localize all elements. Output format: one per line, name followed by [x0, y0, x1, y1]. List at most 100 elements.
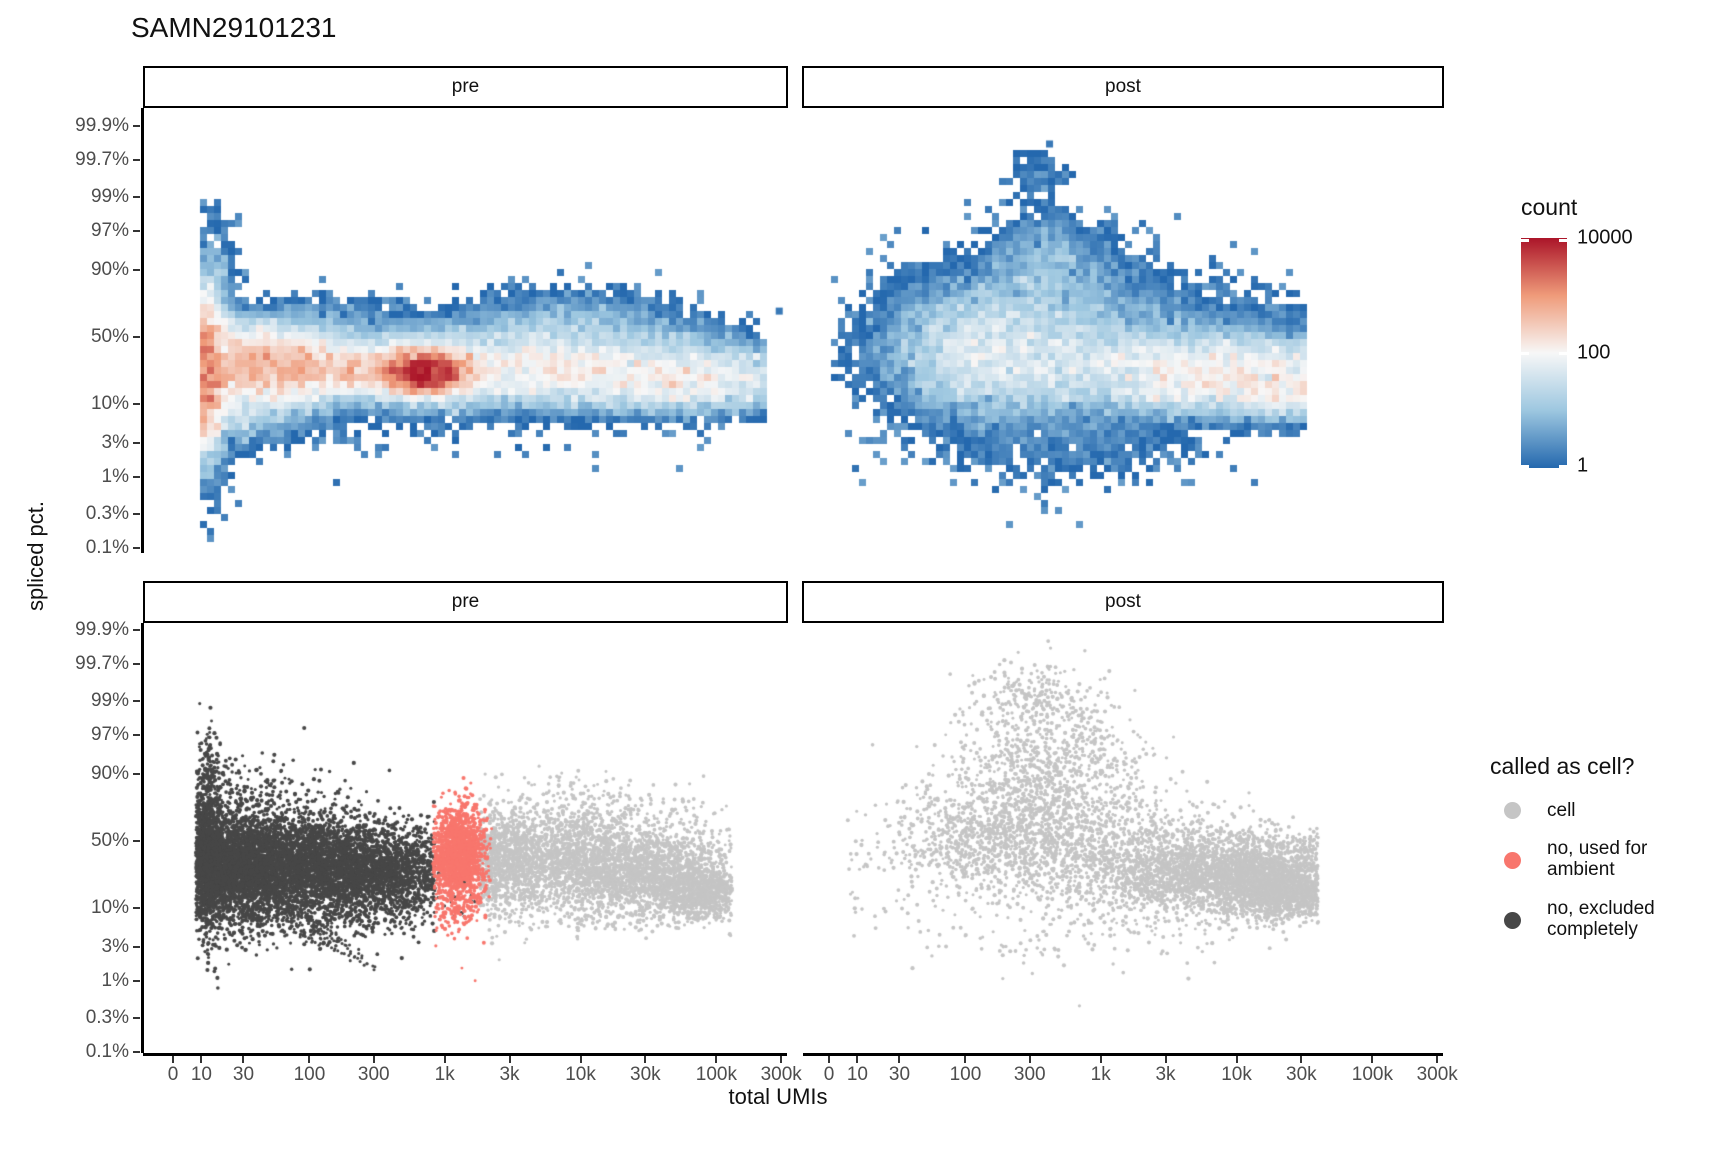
y-tick-label: 50%	[90, 830, 129, 851]
y-tick-label: 97%	[90, 723, 129, 745]
x-tick-label: 3k	[1155, 1064, 1176, 1085]
facet-strip-top-pre: pre	[143, 66, 788, 108]
y-tick-label: 99%	[90, 185, 129, 207]
cell-legend-title: called as cell?	[1490, 753, 1635, 779]
y-tick-label: 0.3%	[85, 1007, 129, 1029]
y-axis-line-top-row	[141, 108, 144, 553]
x-tick-mark	[200, 1056, 203, 1063]
x-tick-label: 100k	[1351, 1064, 1393, 1085]
x-tick-mark	[1099, 1056, 1102, 1063]
x-tick-mark	[964, 1056, 967, 1063]
y-tick-label: 10%	[90, 897, 129, 919]
y-tick-mark	[133, 1017, 140, 1020]
colorbar-tick-label: 1	[1577, 454, 1589, 477]
facet-strip-bottom-post: post	[802, 581, 1444, 623]
x-tick-label: 30k	[1286, 1064, 1317, 1085]
x-tick-label: 1k	[434, 1064, 455, 1085]
y-axis-line-bottom-row	[141, 623, 144, 1053]
y-tick-mark	[133, 229, 140, 232]
facet-strip-label: post	[1105, 76, 1141, 97]
y-tick-mark	[133, 336, 140, 338]
y-tick-mark	[133, 946, 140, 949]
page-title: SAMN29101231	[131, 12, 337, 43]
x-tick-label: 10	[846, 1064, 868, 1085]
y-tick-mark	[133, 547, 140, 549]
legend-dot	[1504, 852, 1521, 869]
legend-item-label: no, used for ambient	[1547, 838, 1648, 880]
x-tick-mark	[372, 1056, 375, 1063]
y-tick-mark	[133, 662, 140, 665]
y-tick-label: 0.1%	[85, 537, 129, 558]
y-tick-mark	[133, 195, 140, 198]
x-tick-mark	[508, 1056, 511, 1063]
x-tick-label: 10k	[565, 1064, 596, 1085]
colorbar-tick-mark	[1521, 465, 1529, 468]
facet-strip-label: pre	[451, 76, 480, 97]
colorbar-tick-mark	[1559, 465, 1567, 468]
colorbar-tick-label: 100	[1577, 341, 1611, 364]
y-tick-label: 99.9%	[75, 618, 129, 640]
y-tick-mark	[133, 158, 140, 161]
facet-strip-bottom-pre: pre	[143, 581, 788, 623]
x-tick-label: 300	[1013, 1064, 1046, 1085]
x-axis-title: total UMIs	[728, 1084, 828, 1109]
x-tick-mark	[443, 1056, 446, 1063]
x-tick-label: 100k	[695, 1064, 737, 1085]
colorbar-tick-mark	[1559, 352, 1567, 355]
x-tick-mark	[780, 1056, 783, 1063]
y-tick-label: 1%	[101, 466, 129, 488]
facet-strip-label: post	[1105, 591, 1141, 612]
y-tick-label: 50%	[90, 326, 129, 347]
y-tick-label: 3%	[101, 936, 129, 958]
y-tick-mark	[133, 772, 140, 775]
y-tick-mark	[133, 628, 140, 631]
x-tick-mark	[1436, 1056, 1439, 1063]
x-tick-label: 10	[190, 1064, 212, 1085]
x-axis-line-pre-panel	[143, 1053, 787, 1056]
y-tick-label: 99.7%	[75, 148, 129, 170]
x-tick-label: 300k	[760, 1064, 802, 1085]
y-tick-label: 3%	[101, 432, 129, 454]
y-tick-label: 99.9%	[75, 114, 129, 136]
y-tick-label: 99.7%	[75, 652, 129, 674]
y-tick-mark	[133, 907, 140, 910]
x-tick-label: 100	[293, 1064, 326, 1085]
y-tick-mark	[133, 980, 140, 983]
x-tick-mark	[644, 1056, 647, 1063]
x-tick-mark	[898, 1056, 901, 1063]
y-tick-mark	[133, 840, 140, 842]
y-tick-mark	[133, 1051, 140, 1053]
y-tick-label: 90%	[90, 258, 129, 280]
legend-item-label: cell	[1547, 800, 1576, 821]
colorbar-tick-mark	[1521, 352, 1529, 355]
y-tick-label: 90%	[90, 762, 129, 784]
x-tick-label: 1k	[1090, 1064, 1111, 1085]
x-tick-label: 100	[949, 1064, 982, 1085]
y-tick-label: 99%	[90, 689, 129, 711]
x-tick-mark	[1300, 1056, 1303, 1063]
facet-strip-top-post: post	[802, 66, 1444, 108]
legend-item-label: no, excluded completely	[1547, 898, 1655, 940]
colorbar-tick-mark	[1521, 239, 1529, 242]
y-tick-mark	[133, 403, 140, 406]
colorbar-tick-mark	[1559, 239, 1567, 242]
x-tick-mark	[1164, 1056, 1167, 1063]
y-tick-label: 10%	[90, 393, 129, 415]
x-tick-mark	[1028, 1056, 1031, 1063]
x-tick-mark	[1371, 1056, 1374, 1063]
x-tick-label: 0	[167, 1064, 179, 1085]
facet-strip-label: pre	[451, 591, 480, 612]
x-tick-mark	[856, 1056, 859, 1063]
x-tick-mark	[828, 1056, 830, 1063]
x-tick-label: 300	[357, 1064, 390, 1085]
x-tick-mark	[1235, 1056, 1238, 1063]
y-tick-mark	[133, 733, 140, 736]
x-tick-mark	[308, 1056, 311, 1063]
y-tick-mark	[133, 699, 140, 702]
y-tick-label: 0.1%	[85, 1041, 129, 1062]
x-tick-label: 3k	[499, 1064, 520, 1085]
count-legend-title: count	[1521, 194, 1578, 220]
x-axis-line-post-panel	[803, 1053, 1443, 1056]
